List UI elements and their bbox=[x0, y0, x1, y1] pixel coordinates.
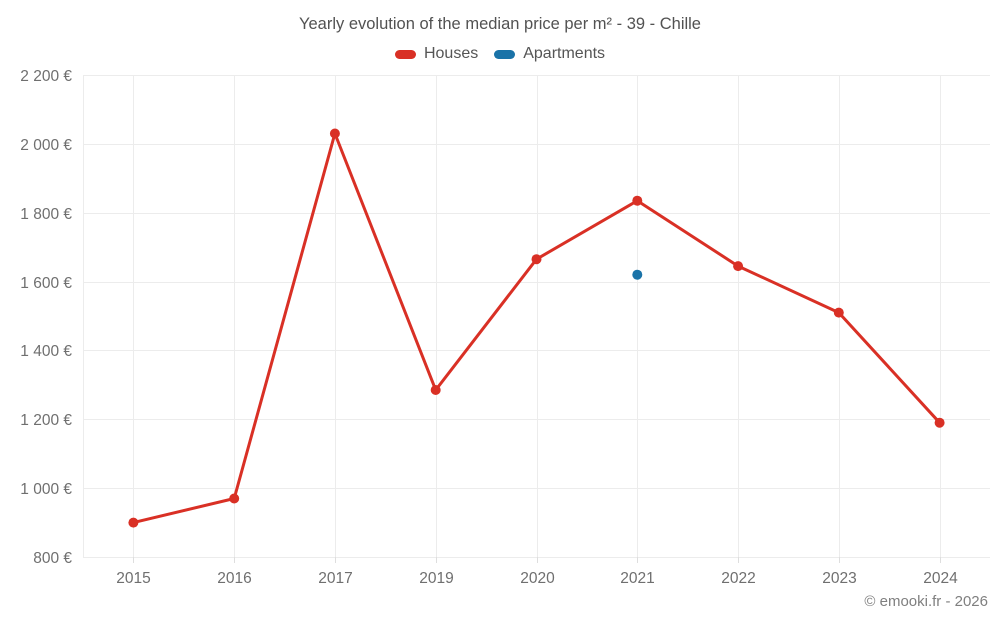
x-axis-label: 2016 bbox=[217, 570, 251, 587]
y-axis-label: 1 400 € bbox=[20, 343, 72, 360]
y-axis-label: 2 000 € bbox=[20, 137, 72, 154]
y-axis-label: 800 € bbox=[33, 550, 72, 567]
x-axis-label: 2021 bbox=[620, 570, 654, 587]
data-point-houses[interactable] bbox=[329, 128, 340, 139]
series-line-houses bbox=[131, 132, 942, 525]
data-point-houses[interactable] bbox=[531, 254, 542, 265]
legend-item-houses[interactable]: Houses bbox=[394, 45, 479, 63]
x-axis-label: 2019 bbox=[419, 570, 453, 587]
x-axis-label: 2023 bbox=[822, 570, 856, 587]
series-layer bbox=[128, 128, 945, 528]
x-axis-label: 2024 bbox=[923, 570, 958, 587]
legend: Houses Apartments bbox=[0, 45, 1000, 63]
grid-layer bbox=[83, 75, 990, 558]
data-point-houses[interactable] bbox=[934, 417, 945, 428]
y-axis-label: 1 000 € bbox=[20, 481, 72, 498]
houses-swatch-icon bbox=[394, 49, 416, 59]
y-axis-label: 1 600 € bbox=[20, 275, 72, 292]
data-point-apartments[interactable] bbox=[632, 269, 643, 280]
data-point-houses[interactable] bbox=[229, 493, 240, 504]
x-axis-label: 2022 bbox=[721, 570, 755, 587]
copyright-label: © emooki.fr - 2026 bbox=[864, 593, 988, 610]
legend-label-apartments: Apartments bbox=[523, 45, 606, 62]
legend-label-houses: Houses bbox=[423, 45, 479, 62]
apartments-swatch-icon bbox=[494, 49, 516, 59]
data-point-houses[interactable] bbox=[128, 517, 139, 528]
x-axis-label: 2017 bbox=[318, 570, 352, 587]
legend-item-apartments[interactable]: Apartments bbox=[494, 45, 605, 63]
x-axis-label: 2020 bbox=[520, 570, 555, 587]
y-axis-label: 1 800 € bbox=[20, 206, 72, 223]
chart-title: Yearly evolution of the median price per… bbox=[298, 15, 701, 33]
y-axis-label: 2 200 € bbox=[20, 68, 72, 85]
axis-layer: 800 € 1 000 € 1 200 € 1 400 € 1 600 € 1 800 €… bbox=[20, 68, 958, 587]
data-point-houses[interactable] bbox=[430, 385, 441, 395]
data-point-houses[interactable] bbox=[632, 195, 643, 206]
x-axis-label: 2015 bbox=[116, 570, 150, 587]
data-point-houses[interactable] bbox=[833, 307, 844, 318]
y-axis-label: 1 200 € bbox=[20, 412, 72, 429]
data-point-houses[interactable] bbox=[733, 261, 744, 272]
